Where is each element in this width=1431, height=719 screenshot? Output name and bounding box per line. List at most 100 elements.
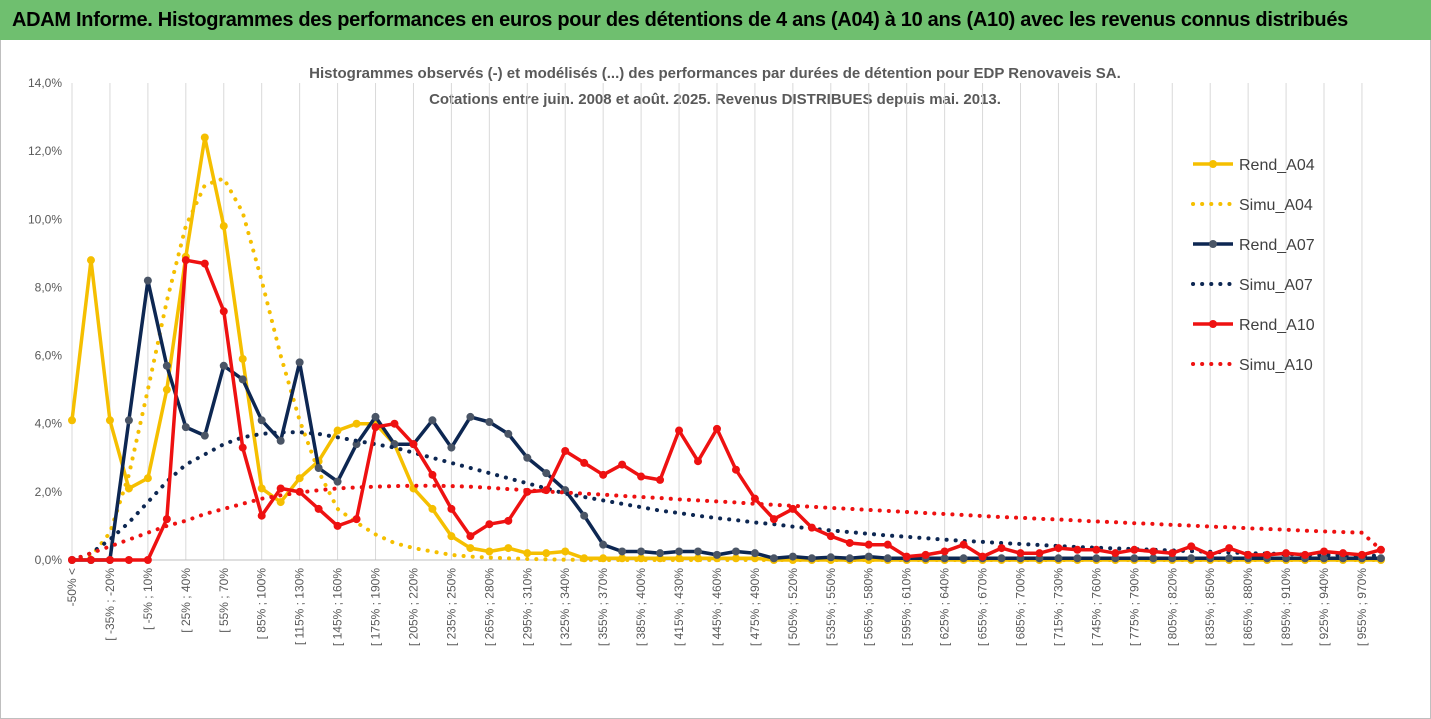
rend-a10-point [1054, 544, 1063, 553]
x-tick-label: [ -5% ; 10% [141, 568, 155, 630]
rend-a07-point [618, 547, 627, 556]
rend-a10-point [1225, 544, 1234, 553]
rend-a10-point [143, 556, 152, 564]
rend-a10-point [1244, 550, 1253, 559]
rend-a10-point [352, 515, 361, 524]
rend-a04-point [333, 426, 342, 435]
rend-a10-point [200, 259, 209, 268]
rend-a04-point [162, 385, 171, 394]
rend-a04-point [143, 474, 152, 483]
rend-a04-point [485, 547, 494, 556]
rend-a07-point [1149, 554, 1158, 563]
x-tick-label: [ 745% ; 760% [1089, 568, 1103, 646]
rend-a10-point [599, 470, 608, 479]
rend-a10-point [1320, 547, 1329, 556]
x-tick-label: [ 415% ; 430% [672, 568, 686, 646]
x-tick-label: [ 385% ; 400% [634, 568, 648, 646]
rend-a04-point [561, 547, 570, 556]
rend-a10-point [561, 446, 570, 455]
rend-a10-point [238, 443, 247, 452]
rend-a10-point [162, 515, 171, 524]
x-tick-label: [ 805% ; 820% [1165, 568, 1179, 646]
rend-a04-point [68, 416, 76, 425]
rend-a04-point [238, 354, 247, 363]
legend-label-rend-a07: Rend_A07 [1239, 237, 1315, 254]
rend-a04-point [637, 554, 646, 563]
rend-a07-point [314, 464, 323, 473]
x-tick-label: [ 115% ; 130% [293, 568, 307, 645]
rend-a07-point [788, 552, 797, 561]
rend-a10-point [257, 511, 266, 520]
x-tick-label: [ 235% ; 250% [444, 568, 458, 646]
rend-a07-point [257, 416, 266, 425]
rend-a07-point [219, 361, 228, 370]
rend-a10-point [1338, 549, 1347, 558]
rend-a10-point [864, 540, 873, 549]
rend-a07-point [276, 436, 285, 445]
rend-a10-point [219, 307, 228, 316]
rend-a07-point [940, 554, 949, 563]
rend-a07-point [845, 554, 854, 563]
rend-a10-point [86, 556, 95, 564]
x-tick-label: [ 775% ; 790% [1127, 568, 1141, 646]
x-tick-label: [ 445% ; 460% [710, 568, 724, 646]
x-tick-label: [ 895% ; 910% [1279, 568, 1293, 646]
rend-a10-point [390, 419, 399, 428]
legend-marker-rend-a07 [1209, 240, 1217, 248]
rend-a10-point [485, 520, 494, 529]
rend-a10-point [1130, 545, 1139, 554]
x-tick-label: [ 655% ; 670% [976, 568, 990, 646]
report-title-banner: ADAM Informe. Histogrammes des performan… [0, 0, 1431, 40]
rend-a07-point [1054, 554, 1063, 563]
legend-marker-rend-a04 [1209, 160, 1217, 168]
rend-a07-point [143, 276, 152, 285]
y-axis: 0,0% 2,0% 4,0% 6,0% 8,0% 10,0% 12,0% 14,0% [28, 76, 62, 567]
chart-title: Histogrammes observés (-) et modélisés (… [309, 65, 1121, 82]
simu-a10-line [70, 483, 1383, 562]
y-tick-label: 6,0% [35, 349, 63, 363]
histogram-chart: Histogrammes observés (-) et modélisés (… [28, 65, 1385, 646]
x-tick-label: [ 295% ; 310% [520, 568, 534, 646]
rend-a07-point [883, 554, 892, 563]
rend-a04-point [428, 504, 437, 513]
rend-a10-point [466, 532, 475, 541]
rend-a07-point [826, 553, 835, 562]
x-tick-label: [ 835% ; 850% [1203, 568, 1217, 646]
rend-a10-point [921, 550, 930, 559]
rend-a07-point [181, 423, 190, 432]
rend-a07-point [1187, 554, 1196, 563]
rend-a07-point [200, 431, 209, 440]
y-tick-label: 4,0% [35, 417, 63, 431]
rend-a10-point [1092, 545, 1101, 554]
rend-a04-point [466, 544, 475, 553]
rend-a10-point [1263, 550, 1272, 559]
x-tick-label: [ 355% ; 370% [596, 568, 610, 646]
y-tick-label: 12,0% [28, 144, 62, 158]
rend-a07-point [769, 554, 778, 563]
x-tick-label: [ 265% ; 280% [482, 568, 496, 646]
rend-a10-point [1073, 545, 1082, 554]
rend-a07-line [72, 278, 1381, 562]
rend-a04-point [86, 256, 95, 265]
rend-a10-point [1376, 545, 1385, 554]
x-tick-label: [ -35% ; -20% [103, 568, 117, 641]
rend-a04-point [504, 544, 513, 553]
x-tick-label: [ 505% ; 520% [786, 568, 800, 646]
rend-a07-point [750, 549, 759, 558]
rend-a10-point [428, 470, 437, 479]
rend-a07-point [807, 554, 816, 563]
x-tick-label: [ 595% ; 610% [900, 568, 914, 646]
rend-a04-point [105, 416, 114, 425]
x-tick-label: [ 145% ; 160% [331, 568, 345, 646]
rend-a10-point [807, 523, 816, 532]
rend-a10-point [769, 515, 778, 524]
rend-a07-point [1376, 554, 1385, 563]
rend-a10-point [712, 424, 721, 433]
series-lines [68, 133, 1385, 564]
rend-a10-point [845, 538, 854, 547]
x-tick-label: [ 325% ; 340% [558, 568, 572, 646]
x-tick-label: [ 205% ; 220% [406, 568, 420, 646]
rend-a10-line [72, 258, 1382, 562]
rend-a10-point [694, 457, 703, 466]
x-tick-label: [ 715% ; 730% [1051, 568, 1065, 646]
